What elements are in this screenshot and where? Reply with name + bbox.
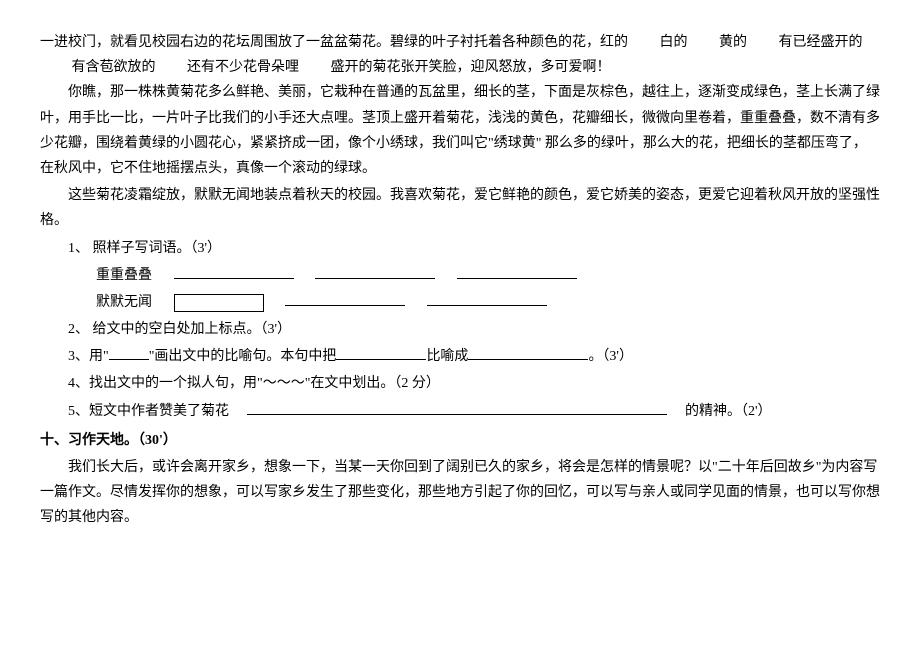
s10-body-text: 我们长大后，或许会离开家乡，想象一下，当某一天你回到了阔别已久的家乡，将会是怎样… xyxy=(40,460,880,525)
q2-text: 2、 给文中的空白处加上标点。（3'） xyxy=(68,322,291,337)
q5-a: 5、短文中作者赞美了菊花 xyxy=(68,404,229,419)
q3-a: 3、用" xyxy=(68,349,109,364)
q1-label: 1、 照样子写词语。（3'） xyxy=(68,241,221,256)
passage-paragraph-1: 一进校门，就看见校园右边的花坛周围放了一盆盆菊花。碧绿的叶子衬托着各种颜色的花，… xyxy=(40,30,880,80)
p1-text-f: 还有不少花骨朵哩 xyxy=(187,60,299,75)
q3-c: 比喻成 xyxy=(426,349,468,364)
p1-text-b: 白的 xyxy=(660,35,688,50)
question-4: 4、找出文中的一个拟人句，用"～～～"在文中划出。（2 分） xyxy=(40,371,880,396)
q1-l2-prefix: 默默无闻 xyxy=(96,295,152,310)
q1-blank-2[interactable] xyxy=(315,263,435,279)
p1-text-c: 黄的 xyxy=(719,35,747,50)
q1-box-blank[interactable] xyxy=(174,294,264,312)
p1-text-e: 有含苞欲放的 xyxy=(72,60,156,75)
s10-title-text: 十、习作天地。（30'） xyxy=(40,433,177,448)
q1-blank-1[interactable] xyxy=(174,263,294,279)
question-3: 3、用" "画出文中的比喻句。本句中把 比喻成 。（3'） xyxy=(40,344,880,369)
q3-b: "画出文中的比喻句。本句中把 xyxy=(149,349,337,364)
passage-paragraph-2: 你瞧，那一株株黄菊花多么鲜艳、美丽，它栽种在普通的瓦盆里，细长的茎，下面是灰棕色… xyxy=(40,80,880,181)
question-1: 1、 照样子写词语。（3'） xyxy=(40,236,880,261)
question-2: 2、 给文中的空白处加上标点。（3'） xyxy=(40,317,880,342)
q1-blank-5[interactable] xyxy=(427,290,547,306)
p1-text-d: 有已经盛开的 xyxy=(779,35,863,50)
q5-blank[interactable] xyxy=(247,399,667,415)
q1-blank-3[interactable] xyxy=(457,263,577,279)
p2-text: 你瞧，那一株株黄菊花多么鲜艳、美丽，它栽种在普通的瓦盆里，细长的茎，下面是灰棕色… xyxy=(40,85,880,176)
q1-blank-4[interactable] xyxy=(285,290,405,306)
q5-b: 的精神。（2'） xyxy=(685,404,772,419)
p3-text: 这些菊花凌霜绽放，默默无闻地装点着秋天的校园。我喜欢菊花，爱它鲜艳的颜色，爱它娇… xyxy=(40,188,880,228)
question-5: 5、短文中作者赞美了菊花 的精神。（2'） xyxy=(40,399,880,424)
passage-paragraph-3: 这些菊花凌霜绽放，默默无闻地装点着秋天的校园。我喜欢菊花，爱它鲜艳的颜色，爱它娇… xyxy=(40,183,880,233)
q3-blank-2[interactable] xyxy=(336,344,426,360)
question-1-line-2: 默默无闻 xyxy=(40,290,880,315)
section-10-title: 十、习作天地。（30'） xyxy=(40,428,880,453)
question-1-line-1: 重重叠叠 xyxy=(40,263,880,288)
q3-d: 。（3'） xyxy=(588,349,633,364)
q3-blank-1[interactable] xyxy=(109,344,149,360)
q3-blank-3[interactable] xyxy=(468,344,588,360)
section-10-body: 我们长大后，或许会离开家乡，想象一下，当某一天你回到了阔别已久的家乡，将会是怎样… xyxy=(40,455,880,531)
q1-l1-prefix: 重重叠叠 xyxy=(96,268,152,283)
p1-text-g: 盛开的菊花张开笑脸，迎风怒放，多可爱啊！ xyxy=(331,60,611,75)
q4-text: 4、找出文中的一个拟人句，用"～～～"在文中划出。（2 分） xyxy=(68,376,440,391)
p1-text-a: 一进校门，就看见校园右边的花坛周围放了一盆盆菊花。碧绿的叶子衬托着各种颜色的花，… xyxy=(40,35,628,50)
